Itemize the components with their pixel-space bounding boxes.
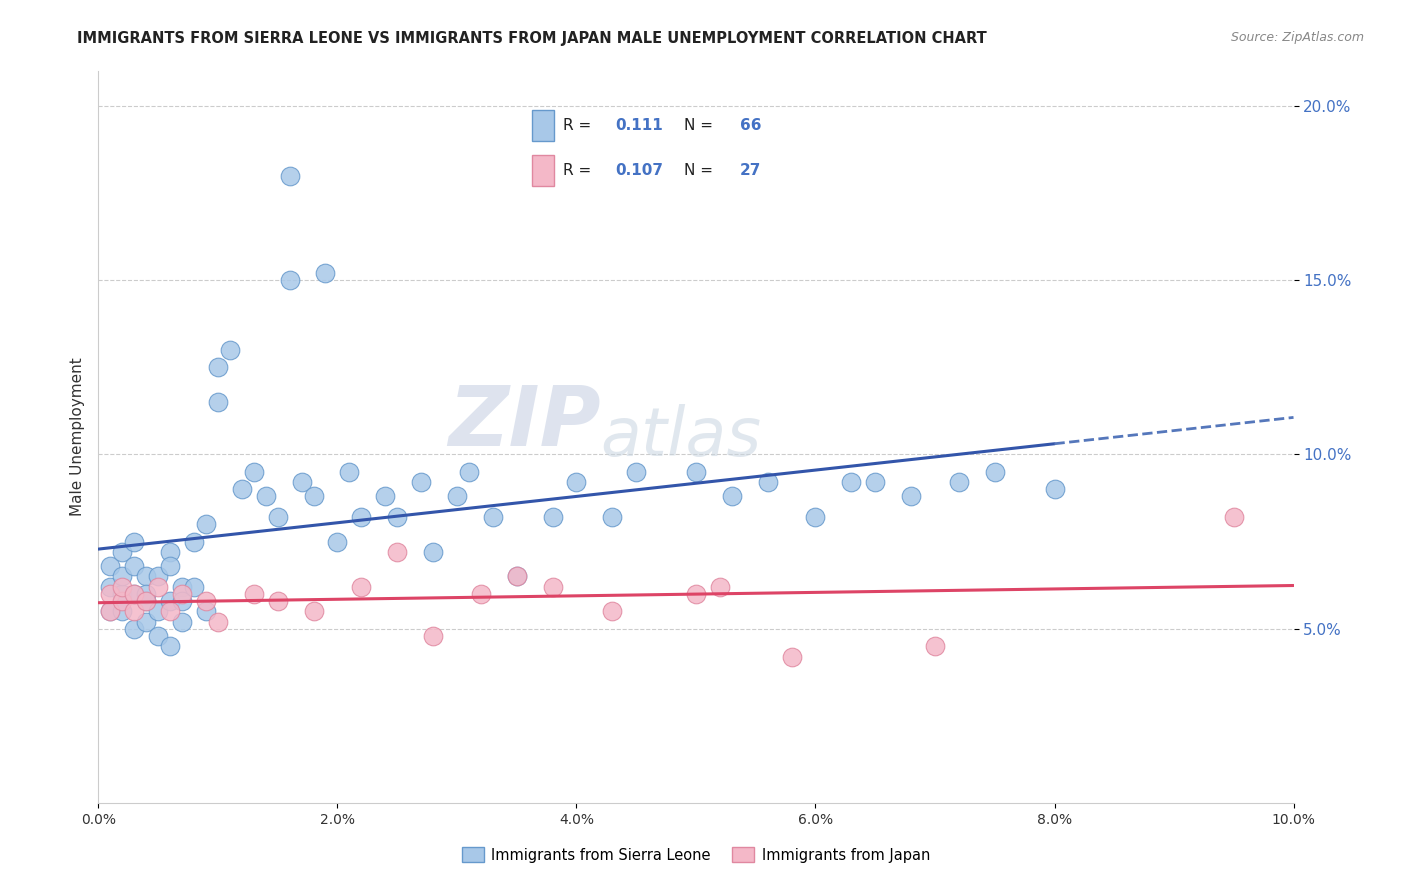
Point (924, 639, 946, 653)
Point (172, 580, 194, 594)
Point (159, 639, 181, 653)
Point (756, 475, 779, 490)
Point (243, 587, 266, 601)
Point (207, 395, 229, 409)
Point (385, 545, 409, 559)
Point (326, 534, 349, 549)
Point (482, 510, 505, 524)
Point (948, 475, 970, 490)
Point (183, 580, 205, 594)
Point (315, 266, 337, 280)
Point (385, 510, 409, 524)
Point (98, 604, 122, 618)
Point (135, 569, 157, 583)
Point (267, 510, 290, 524)
Point (1223, 510, 1246, 524)
Point (219, 343, 242, 357)
Point (721, 489, 744, 503)
Legend: Immigrants from Sierra Leone, Immigrants from Japan: Immigrants from Sierra Leone, Immigrants… (456, 841, 936, 869)
Point (207, 615, 229, 629)
Point (458, 465, 481, 479)
Point (291, 475, 314, 490)
Point (124, 604, 146, 618)
Point (900, 489, 922, 503)
Point (195, 604, 218, 618)
Text: ZIP: ZIP (447, 382, 600, 463)
Point (124, 622, 146, 636)
Point (1043, 483, 1066, 497)
Point (626, 465, 648, 479)
Point (374, 489, 396, 503)
Point (98, 580, 122, 594)
Point (602, 604, 624, 618)
Point (148, 569, 170, 583)
Point (135, 587, 157, 601)
Point (124, 587, 146, 601)
Point (709, 580, 731, 594)
Point (159, 594, 181, 608)
Point (124, 587, 146, 601)
Point (231, 483, 253, 497)
Point (172, 615, 194, 629)
Point (243, 465, 266, 479)
Point (506, 569, 529, 583)
Point (172, 587, 194, 601)
Point (111, 594, 134, 608)
Point (541, 510, 564, 524)
Point (565, 475, 588, 490)
Point (159, 558, 181, 573)
Text: IMMIGRANTS FROM SIERRA LEONE VS IMMIGRANTS FROM JAPAN MALE UNEMPLOYMENT CORRELAT: IMMIGRANTS FROM SIERRA LEONE VS IMMIGRAN… (77, 31, 987, 46)
Point (111, 587, 134, 601)
Point (411, 475, 433, 490)
Point (685, 465, 707, 479)
Point (865, 475, 887, 490)
Point (98, 604, 122, 618)
Point (124, 534, 146, 549)
Point (422, 545, 444, 559)
Y-axis label: Male Unemployment: Male Unemployment (69, 358, 84, 516)
Point (159, 604, 181, 618)
Point (470, 587, 492, 601)
Point (111, 545, 134, 559)
Point (602, 510, 624, 524)
Point (685, 587, 707, 601)
Point (111, 580, 134, 594)
Point (111, 604, 134, 618)
Point (195, 594, 218, 608)
Point (135, 615, 157, 629)
Point (267, 594, 290, 608)
Point (254, 489, 277, 503)
Point (98, 558, 122, 573)
Point (278, 273, 301, 287)
Point (780, 649, 803, 664)
Point (841, 475, 863, 490)
Point (278, 169, 301, 183)
Point (207, 360, 229, 375)
Point (135, 594, 157, 608)
Point (350, 580, 373, 594)
Point (446, 489, 468, 503)
Point (159, 545, 181, 559)
Point (148, 580, 170, 594)
Point (302, 604, 325, 618)
Point (506, 569, 529, 583)
Point (124, 558, 146, 573)
Point (135, 594, 157, 608)
Point (422, 629, 444, 643)
Point (172, 594, 194, 608)
Point (148, 629, 170, 643)
Point (98, 587, 122, 601)
Point (302, 489, 325, 503)
Point (339, 465, 361, 479)
Point (350, 510, 373, 524)
Point (148, 604, 170, 618)
Text: Source: ZipAtlas.com: Source: ZipAtlas.com (1230, 31, 1364, 45)
Text: atlas: atlas (600, 404, 762, 470)
Point (804, 510, 827, 524)
Point (541, 580, 564, 594)
Point (984, 465, 1007, 479)
Point (195, 517, 218, 532)
Point (111, 569, 134, 583)
Point (183, 534, 205, 549)
